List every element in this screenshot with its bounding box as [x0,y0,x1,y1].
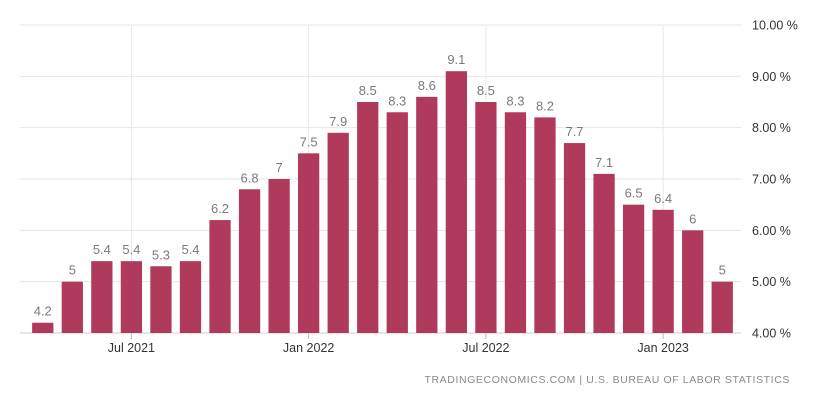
bar [327,132,349,333]
source-credit: TRADINGECONOMICS.COM | U.S. BUREAU OF LA… [424,374,790,386]
data-label: 5.4 [122,242,140,257]
data-label: 8.5 [477,83,495,98]
bar [563,143,586,333]
bar [150,266,172,333]
bar [534,117,556,334]
bars [32,71,733,334]
data-label: 7.1 [595,155,613,170]
bar [682,230,704,333]
data-labels: 4.2 5 5.4 5.4 5.3 5.4 6.2 6.8 7 7.5 7.9 8.5 8.3 8.6 9.… [34,52,726,319]
bar [61,281,83,333]
bar [711,281,733,333]
bar [416,96,438,333]
data-label: 8.3 [506,93,524,108]
data-label: 8.5 [359,83,377,98]
bar [386,112,408,334]
data-label: 5.4 [181,242,199,257]
y-tick-label: 4.00 % [752,327,791,341]
data-label: 5.3 [152,247,170,262]
y-tick-label: 5.00 % [752,275,791,289]
bar [179,261,202,333]
bar [357,102,379,333]
bar [622,204,645,333]
data-label: 5.4 [93,242,111,257]
data-label: 8.6 [418,78,436,93]
bar [593,173,615,333]
x-tick-label: Jan 2022 [283,341,334,355]
bar [652,209,674,333]
bar [32,322,54,333]
x-axis: Jul 2021 Jan 2022 Jul 2022 Jan 2023 [108,333,689,355]
bar [504,112,527,334]
data-label: 9.1 [447,52,465,67]
data-label: 7.5 [300,134,318,149]
data-label: 6.2 [211,201,229,216]
y-tick-label: 7.00 % [752,173,791,187]
data-label: 8.2 [536,98,554,113]
data-label: 5 [69,263,76,278]
bar [445,71,467,333]
y-axis: 4.00 % 5.00 % 6.00 % 7.00 % 8.00 % 9.00 % 10.0… [752,19,798,341]
data-label: 6.4 [654,191,672,206]
bar [475,102,497,333]
y-tick-label: 6.00 % [752,224,791,238]
data-label: 4.2 [34,304,52,319]
x-tick-label: Jul 2022 [462,341,509,355]
bar [91,261,113,333]
data-label: 7 [275,160,282,175]
x-tick-label: Jan 2023 [637,341,688,355]
y-tick-label: 10.00 % [752,19,798,33]
data-label: 6.8 [241,170,259,185]
y-tick-label: 9.00 % [752,70,791,84]
data-label: 8.3 [388,93,406,108]
bar [268,179,290,333]
data-label: 7.9 [329,114,347,129]
bar [298,153,320,333]
data-label: 5 [719,263,726,278]
x-tick-label: Jul 2021 [108,341,155,355]
y-tick-label: 8.00 % [752,121,791,135]
bar [120,261,143,333]
data-label: 6 [689,211,696,226]
data-label: 6.5 [625,186,643,201]
data-label: 7.7 [565,124,583,139]
bar [209,220,231,333]
bar [238,189,261,333]
